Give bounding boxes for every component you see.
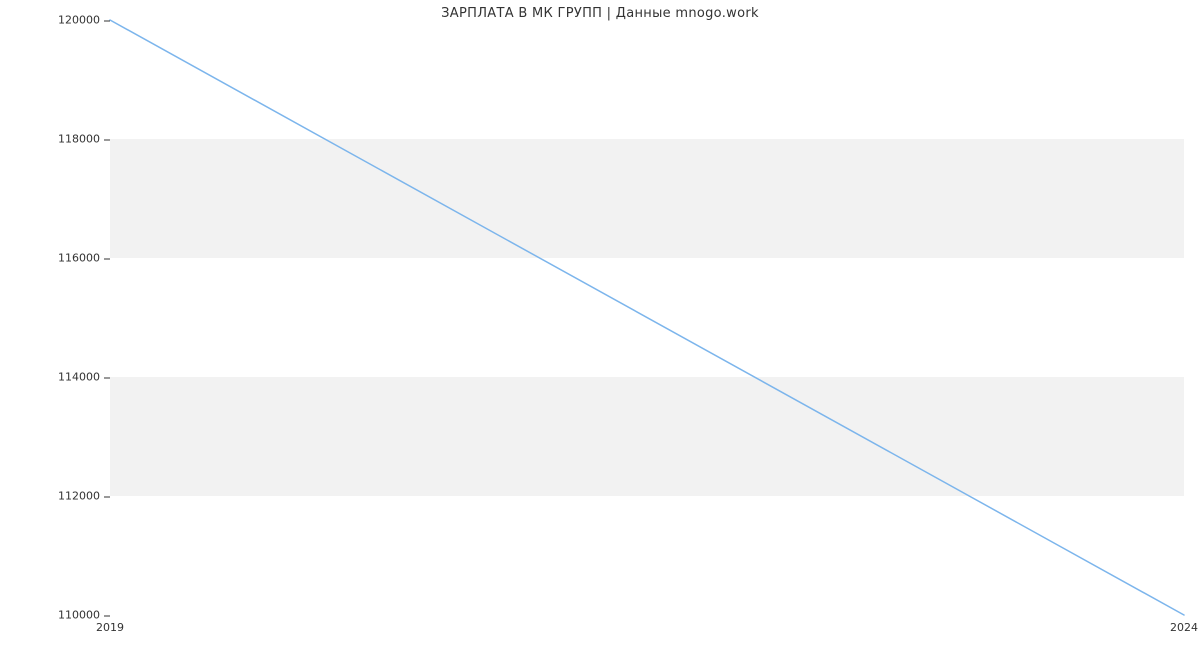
plot-area: 1100001120001140001160001180001200002019… — [110, 20, 1184, 615]
y-axis-tick: 110000 — [58, 609, 100, 622]
y-axis-tick: 116000 — [58, 252, 100, 265]
salary-line-chart: ЗАРПЛАТА В МК ГРУПП | Данные mnogo.work … — [0, 0, 1200, 650]
y-axis-tick: 118000 — [58, 133, 100, 146]
y-axis-tick: 114000 — [58, 371, 100, 384]
y-axis-tick: 120000 — [58, 14, 100, 27]
x-axis-tick: 2019 — [96, 621, 124, 634]
y-axis-tick: 112000 — [58, 490, 100, 503]
chart-title: ЗАРПЛАТА В МК ГРУПП | Данные mnogo.work — [0, 6, 1200, 21]
series-line-salary — [110, 20, 1184, 615]
line-layer — [110, 20, 1184, 615]
x-axis-tick: 2024 — [1170, 621, 1198, 634]
